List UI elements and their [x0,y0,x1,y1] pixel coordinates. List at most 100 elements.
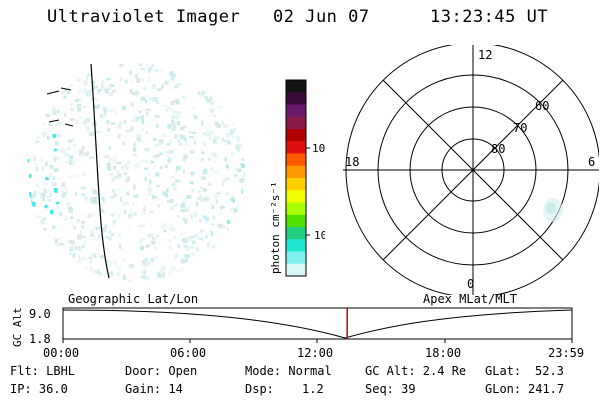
uv-speckle [83,284,85,286]
uv-speckle [243,144,245,150]
uv-speckle [138,63,143,67]
uv-speckle [227,69,231,73]
polar-emission-patch [543,198,563,222]
uv-speckle [104,88,109,94]
uv-speckle [114,261,117,266]
uv-speckle [170,128,175,134]
uv-speckle [101,83,104,89]
timeline-ytick-high: 9.0 [29,307,51,321]
uv-speckle [226,250,231,254]
gain-status: Gain: 14 [125,382,183,396]
uv-speckle [233,107,238,112]
uv-speckle [130,267,133,270]
uv-speckle [215,92,220,95]
uv-speckle [107,134,110,138]
uv-speckle [122,142,125,146]
uv-speckle [32,268,36,272]
uv-speckle [188,279,193,281]
uv-speckle [94,201,100,204]
geographic-caption: Geographic Lat/Lon [68,292,199,306]
uv-speckle [143,206,146,212]
uv-speckle [86,75,89,80]
uv-speckle [239,178,244,183]
uv-speckle [141,127,145,131]
timeline-xtick-0000: 00:00 [43,346,79,360]
colorbar-block [286,80,306,93]
uv-speckle [198,231,203,235]
uv-speckle [112,189,115,193]
uv-speckle [160,68,165,73]
glat-label: GLat: [485,364,522,378]
uv-speckle [47,198,51,202]
uv-speckle [102,107,108,111]
uv-speckle [146,244,150,248]
uv-speckle [202,169,208,175]
uv-speckle [29,174,32,178]
uv-speckle [63,73,68,76]
uv-speckle [210,202,213,208]
uv-speckle [163,133,166,138]
uv-speckle [42,217,47,220]
uv-speckle [108,156,112,162]
uv-speckle [75,119,78,124]
uv-speckle [113,220,116,223]
uv-speckle [190,214,193,219]
uv-speckle [226,109,231,113]
uv-speckle [242,178,245,182]
uv-speckle [225,177,230,181]
uv-speckle [224,157,228,162]
uv-speckle [125,166,130,171]
uv-speckle [149,257,155,263]
uv-speckle [60,273,65,276]
uv-speckle [105,260,110,263]
uv-speckle [91,80,96,84]
uv-speckle [179,126,185,131]
uv-speckle [227,141,231,145]
uv-speckle [160,224,166,230]
uv-speckle [146,99,149,102]
uv-speckle [165,108,169,113]
uv-speckle [35,140,40,144]
uv-speckle [198,190,201,193]
uv-speckle [202,215,207,219]
uv-speckle [191,106,195,110]
uv-speckle [27,159,30,163]
uv-speckle [179,231,184,236]
uv-speckle [59,266,62,269]
uv-speckle [215,76,220,81]
uv-speckle [243,110,245,115]
uv-speckle [189,245,195,249]
uv-speckle [40,276,45,280]
uv-speckle [201,151,205,154]
uv-speckle [238,82,242,87]
uv-speckle [27,129,31,135]
uv-speckle [144,100,148,104]
uv-speckle [236,114,240,119]
uv-speckle [182,218,186,221]
uv-speckle [237,266,240,271]
uv-speckle [235,216,240,222]
uv-speckle [36,105,40,111]
uv-speckle [150,240,156,245]
uv-speckle [71,107,74,112]
uv-speckle [182,170,185,174]
uv-speckle [154,143,158,148]
uv-speckle [164,164,168,169]
uv-speckle [240,134,244,139]
uv-speckle [68,174,74,179]
uv-speckle [33,117,37,121]
uv-speckle [226,65,229,69]
colorbar-block [286,116,306,130]
uv-speckle [214,160,217,163]
uv-speckle [59,275,62,280]
uv-speckle [201,239,205,243]
uv-speckle [103,110,107,116]
uv-speckle [221,63,225,67]
uv-speckle [159,166,163,170]
uv-speckle [180,203,185,208]
uv-speckle [65,161,70,164]
uv-speckle [99,63,102,66]
uv-speckle [85,152,89,156]
uv-speckle [56,201,60,205]
uv-speckle [206,129,211,134]
